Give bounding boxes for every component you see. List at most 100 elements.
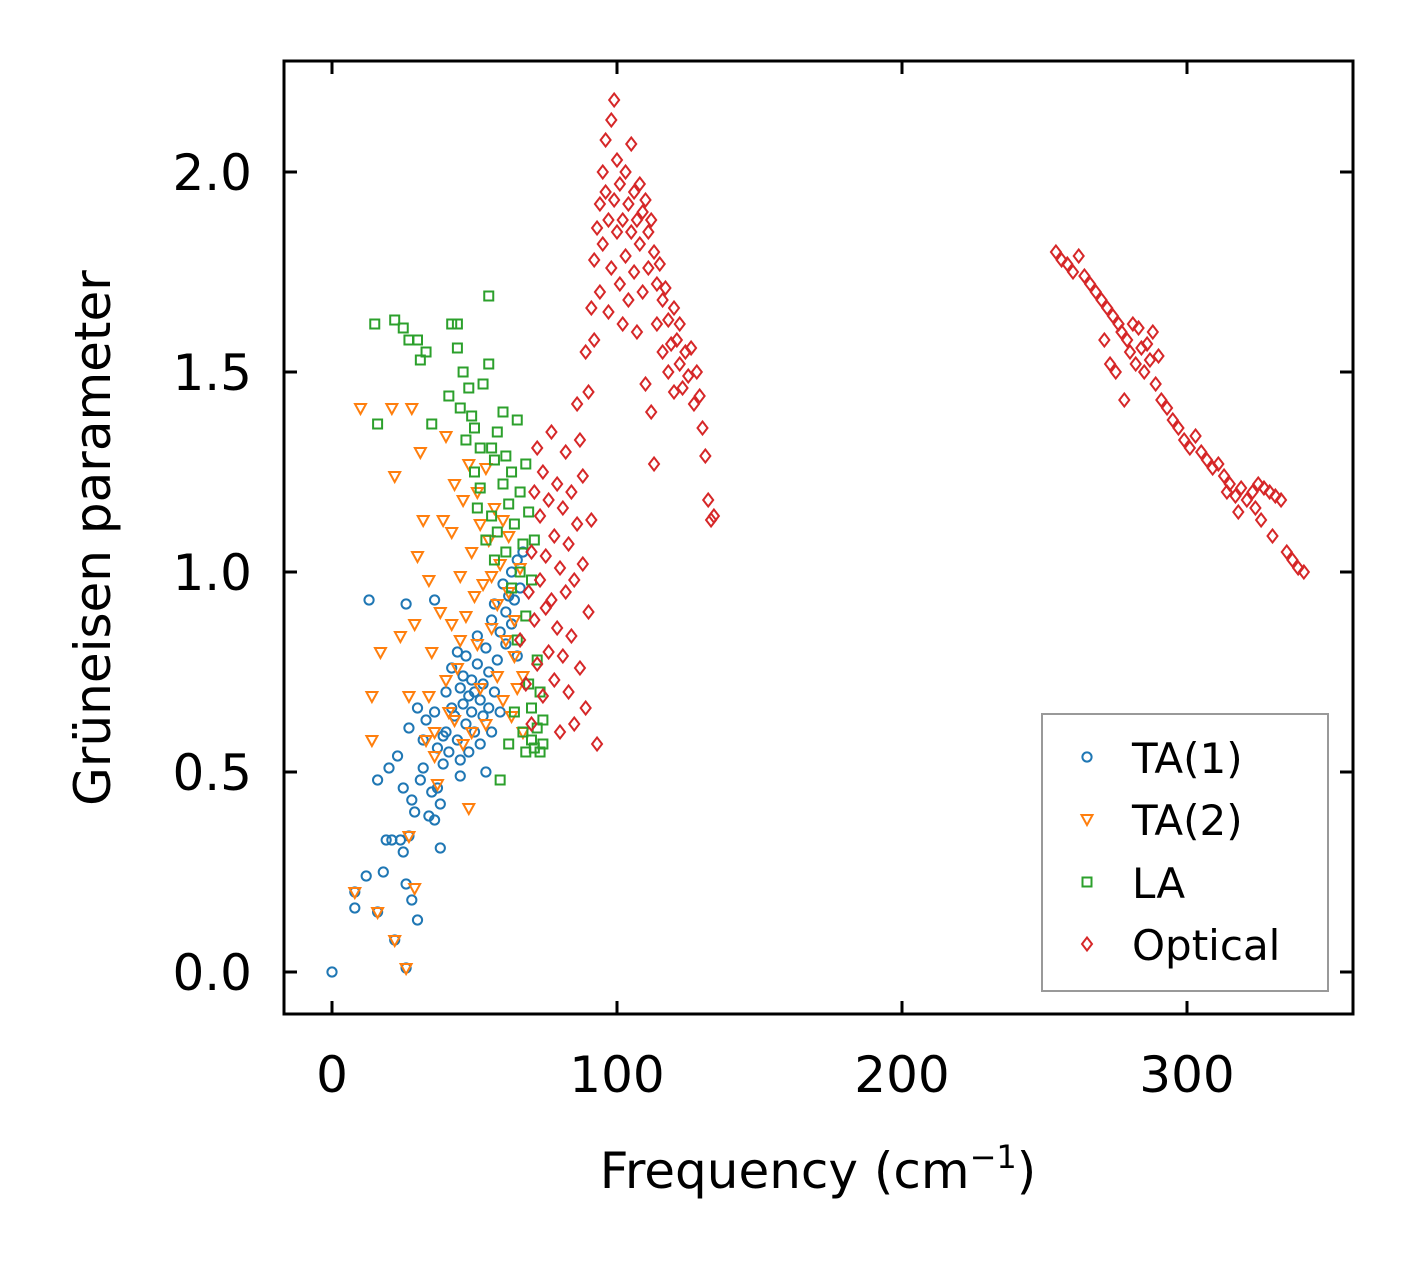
data-point: [1291, 559, 1305, 577]
data-point: [526, 702, 537, 714]
data-point: [451, 318, 463, 330]
data-point: [457, 698, 469, 710]
data-point: [466, 410, 478, 422]
data-point: [434, 842, 446, 854]
data-point: [539, 599, 553, 617]
data-point: [420, 346, 432, 358]
x-tick-label: 300: [1139, 1046, 1234, 1104]
data-point: [1137, 363, 1151, 381]
data-point: [1183, 439, 1197, 457]
data-point: [639, 191, 652, 209]
data-point: [693, 387, 706, 405]
data-point: [1246, 483, 1259, 501]
tick-labels: 0 100 200 300 0.0 0.5 1.0 1.5 2.0: [172, 144, 1234, 1104]
data-point: [514, 486, 526, 498]
data-point: [542, 643, 555, 661]
data-point: [413, 447, 428, 461]
data-point: [627, 183, 641, 201]
data-point: [470, 639, 485, 653]
data-point: [469, 422, 480, 434]
series-optical: [513, 91, 1311, 753]
data-point: [582, 603, 595, 621]
data-point: [486, 510, 498, 522]
data-point: [416, 515, 431, 529]
legend: TA(1) TA(2) LA Optical: [1041, 713, 1329, 992]
x-axis-label: Frequency (cm−1): [600, 1138, 1037, 1200]
data-point: [659, 279, 672, 297]
data-point: [483, 702, 495, 714]
data-point: [545, 591, 558, 609]
data-point: [410, 551, 425, 565]
data-point: [394, 834, 406, 846]
data-point: [387, 471, 402, 485]
data-point: [610, 151, 624, 169]
x-tick-label: 200: [854, 1046, 949, 1104]
data-point: [384, 403, 400, 417]
data-point: [360, 870, 372, 882]
data-point: [500, 546, 512, 558]
data-point: [1177, 431, 1191, 449]
data-point: [486, 726, 498, 738]
data-point: [490, 671, 505, 685]
data-point: [587, 331, 601, 349]
data-point: [510, 683, 525, 697]
series-la: [369, 290, 549, 786]
data-point: [434, 798, 446, 810]
data-point: [451, 342, 463, 354]
data-point: [667, 299, 681, 317]
data-point: [696, 419, 709, 437]
data-point: [528, 611, 541, 629]
data-point: [484, 571, 499, 585]
data-point: [454, 770, 466, 782]
data-point: [486, 442, 498, 454]
data-point: [407, 883, 422, 897]
data-point: [1083, 275, 1097, 293]
legend-marker: [1081, 876, 1093, 888]
data-point: [1266, 527, 1279, 545]
data-point: [699, 447, 712, 465]
data-point: [650, 275, 664, 293]
data-point: [1269, 487, 1282, 505]
data-point: [536, 687, 550, 705]
data-point: [503, 738, 515, 750]
data-point: [1100, 299, 1114, 317]
data-point: [619, 163, 632, 181]
data-point: [444, 527, 459, 541]
data-point: [1126, 315, 1140, 333]
data-point: [1098, 331, 1111, 349]
data-point: [363, 594, 375, 606]
data-point: [507, 615, 522, 629]
data-point: [507, 651, 522, 665]
data-point: [454, 682, 466, 694]
data-point: [406, 794, 418, 806]
data-point: [602, 211, 615, 229]
data-point: [460, 650, 472, 662]
x-tick-label: 100: [569, 1046, 664, 1104]
legend-label-optical: Optical: [1132, 921, 1280, 970]
data-point: [636, 203, 649, 221]
data-point: [512, 563, 528, 577]
data-point: [1160, 399, 1174, 417]
data-point: [403, 722, 415, 734]
data-point: [429, 706, 441, 718]
data-point: [430, 779, 445, 793]
data-point: [397, 322, 409, 334]
data-point: [471, 502, 483, 514]
data-point: [411, 914, 424, 926]
data-point: [576, 555, 590, 573]
data-point: [483, 290, 495, 302]
data-point: [435, 515, 451, 529]
data-point: [622, 291, 635, 309]
y-axis-label: Grüneisen parameter: [64, 270, 122, 806]
data-point: [454, 754, 466, 766]
data-point: [610, 223, 624, 241]
data-point: [1149, 375, 1162, 393]
data-point: [630, 323, 644, 341]
data-point: [565, 627, 578, 645]
data-point: [624, 223, 638, 241]
data-point: [647, 455, 661, 473]
data-point: [429, 594, 441, 606]
y-tick-label: 1.5: [172, 344, 252, 402]
data-point: [539, 547, 553, 565]
data-point: [453, 635, 468, 649]
